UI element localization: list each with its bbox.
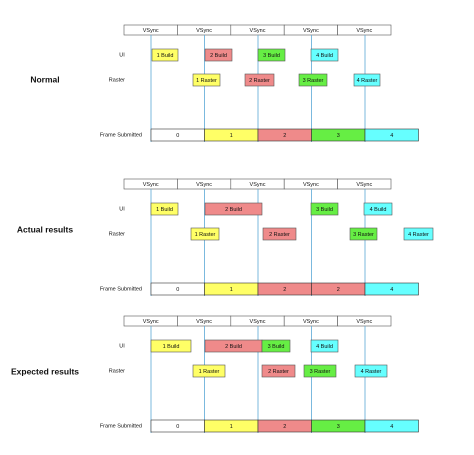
raster-block <box>192 364 226 378</box>
raster-label: 3 Raster <box>353 232 374 238</box>
ui-block <box>150 339 192 353</box>
vsync-label: VSync <box>143 28 159 34</box>
ui-label: 2 Build <box>225 344 242 350</box>
raster-label: 3 Raster <box>310 369 331 375</box>
raster-block <box>261 364 296 378</box>
raster-block <box>262 227 297 241</box>
raster-block <box>354 364 388 378</box>
frame-label: 2 <box>283 287 286 293</box>
vsync-label: VSync <box>303 28 319 34</box>
raster-label: 4 Raster <box>357 78 378 84</box>
raster-label: 2 Raster <box>249 78 270 84</box>
raster-block <box>192 73 221 87</box>
ui-block <box>310 339 339 353</box>
raster-block <box>298 73 328 87</box>
frame-label: 1 <box>230 287 233 293</box>
raster-block <box>349 227 378 241</box>
ui-block <box>204 48 233 62</box>
panel-title: Actual results <box>17 224 73 234</box>
raster-block <box>190 227 220 241</box>
frame-label: 0 <box>176 424 179 430</box>
frame-label: 2 <box>283 424 286 430</box>
ui-label: 2 Build <box>225 207 242 213</box>
ui-label: 4 Build <box>316 53 333 59</box>
frame-cell <box>364 128 419 142</box>
frame-cell <box>364 419 419 433</box>
ui-block <box>363 202 393 216</box>
frame-label: 2 <box>337 287 340 293</box>
row-label: Raster <box>109 368 125 374</box>
row-label: UI <box>119 343 125 349</box>
frame-label: 0 <box>176 133 179 139</box>
ui-block <box>310 202 339 216</box>
frame-label: 3 <box>337 133 340 139</box>
ui-block <box>151 48 179 62</box>
vsync-label: VSync <box>250 319 266 325</box>
vsync-cell <box>337 315 392 327</box>
vsync-label: VSync <box>250 28 266 34</box>
row-label: Frame Submitted <box>100 132 142 138</box>
vsync-cell <box>337 24 392 36</box>
vsync-label: VSync <box>196 319 212 325</box>
frame-label: 4 <box>390 424 393 430</box>
panel-title: Normal <box>30 74 59 84</box>
raster-label: 1 Raster <box>196 78 217 84</box>
ui-label: 3 Build <box>263 53 280 59</box>
raster-label: 4 Raster <box>408 232 429 238</box>
frame-label: 2 <box>283 133 286 139</box>
ui-label: 1 Build <box>163 344 180 350</box>
vsync-label: VSync <box>250 182 266 188</box>
frame-label: 4 <box>390 287 393 293</box>
raster-block <box>353 73 381 87</box>
vsync-label: VSync <box>196 28 212 34</box>
raster-label: 1 Raster <box>195 232 216 238</box>
frame-label: 1 <box>230 424 233 430</box>
ui-block <box>261 339 291 353</box>
raster-block <box>244 73 275 87</box>
vsync-label: VSync <box>196 182 212 188</box>
ui-label: 3 Build <box>268 344 285 350</box>
ui-label: 3 Build <box>316 207 333 213</box>
ui-block <box>310 48 339 62</box>
row-label: Frame Submitted <box>100 286 142 292</box>
vsync-label: VSync <box>356 319 372 325</box>
vsync-cell <box>337 178 392 190</box>
raster-label: 2 Raster <box>268 369 289 375</box>
panel-title: Expected results <box>11 366 79 376</box>
frame-label: 1 <box>230 133 233 139</box>
vsync-label: VSync <box>303 182 319 188</box>
row-label: Raster <box>109 77 125 83</box>
row-label: UI <box>119 206 125 212</box>
frame-cell <box>364 282 419 296</box>
ui-block <box>204 202 263 216</box>
ui-block <box>150 202 179 216</box>
vsync-label: VSync <box>356 28 372 34</box>
raster-label: 4 Raster <box>361 369 382 375</box>
raster-block <box>303 364 337 378</box>
raster-block <box>403 227 434 241</box>
row-label: Frame Submitted <box>100 423 142 429</box>
vsync-label: VSync <box>143 319 159 325</box>
raster-label: 2 Raster <box>269 232 290 238</box>
ui-label: 4 Build <box>316 344 333 350</box>
frame-label: 4 <box>390 133 393 139</box>
row-label: UI <box>119 52 125 58</box>
vsync-label: VSync <box>303 319 319 325</box>
ui-block <box>257 48 286 62</box>
frame-label: 3 <box>337 424 340 430</box>
raster-label: 1 Raster <box>199 369 220 375</box>
raster-label: 3 Raster <box>303 78 324 84</box>
ui-label: 1 Build <box>157 53 174 59</box>
row-label: Raster <box>109 231 125 237</box>
ui-label: 1 Build <box>156 207 173 213</box>
ui-label: 2 Build <box>210 53 227 59</box>
vsync-label: VSync <box>356 182 372 188</box>
vsync-label: VSync <box>143 182 159 188</box>
frame-label: 0 <box>176 287 179 293</box>
ui-label: 4 Build <box>370 207 387 213</box>
